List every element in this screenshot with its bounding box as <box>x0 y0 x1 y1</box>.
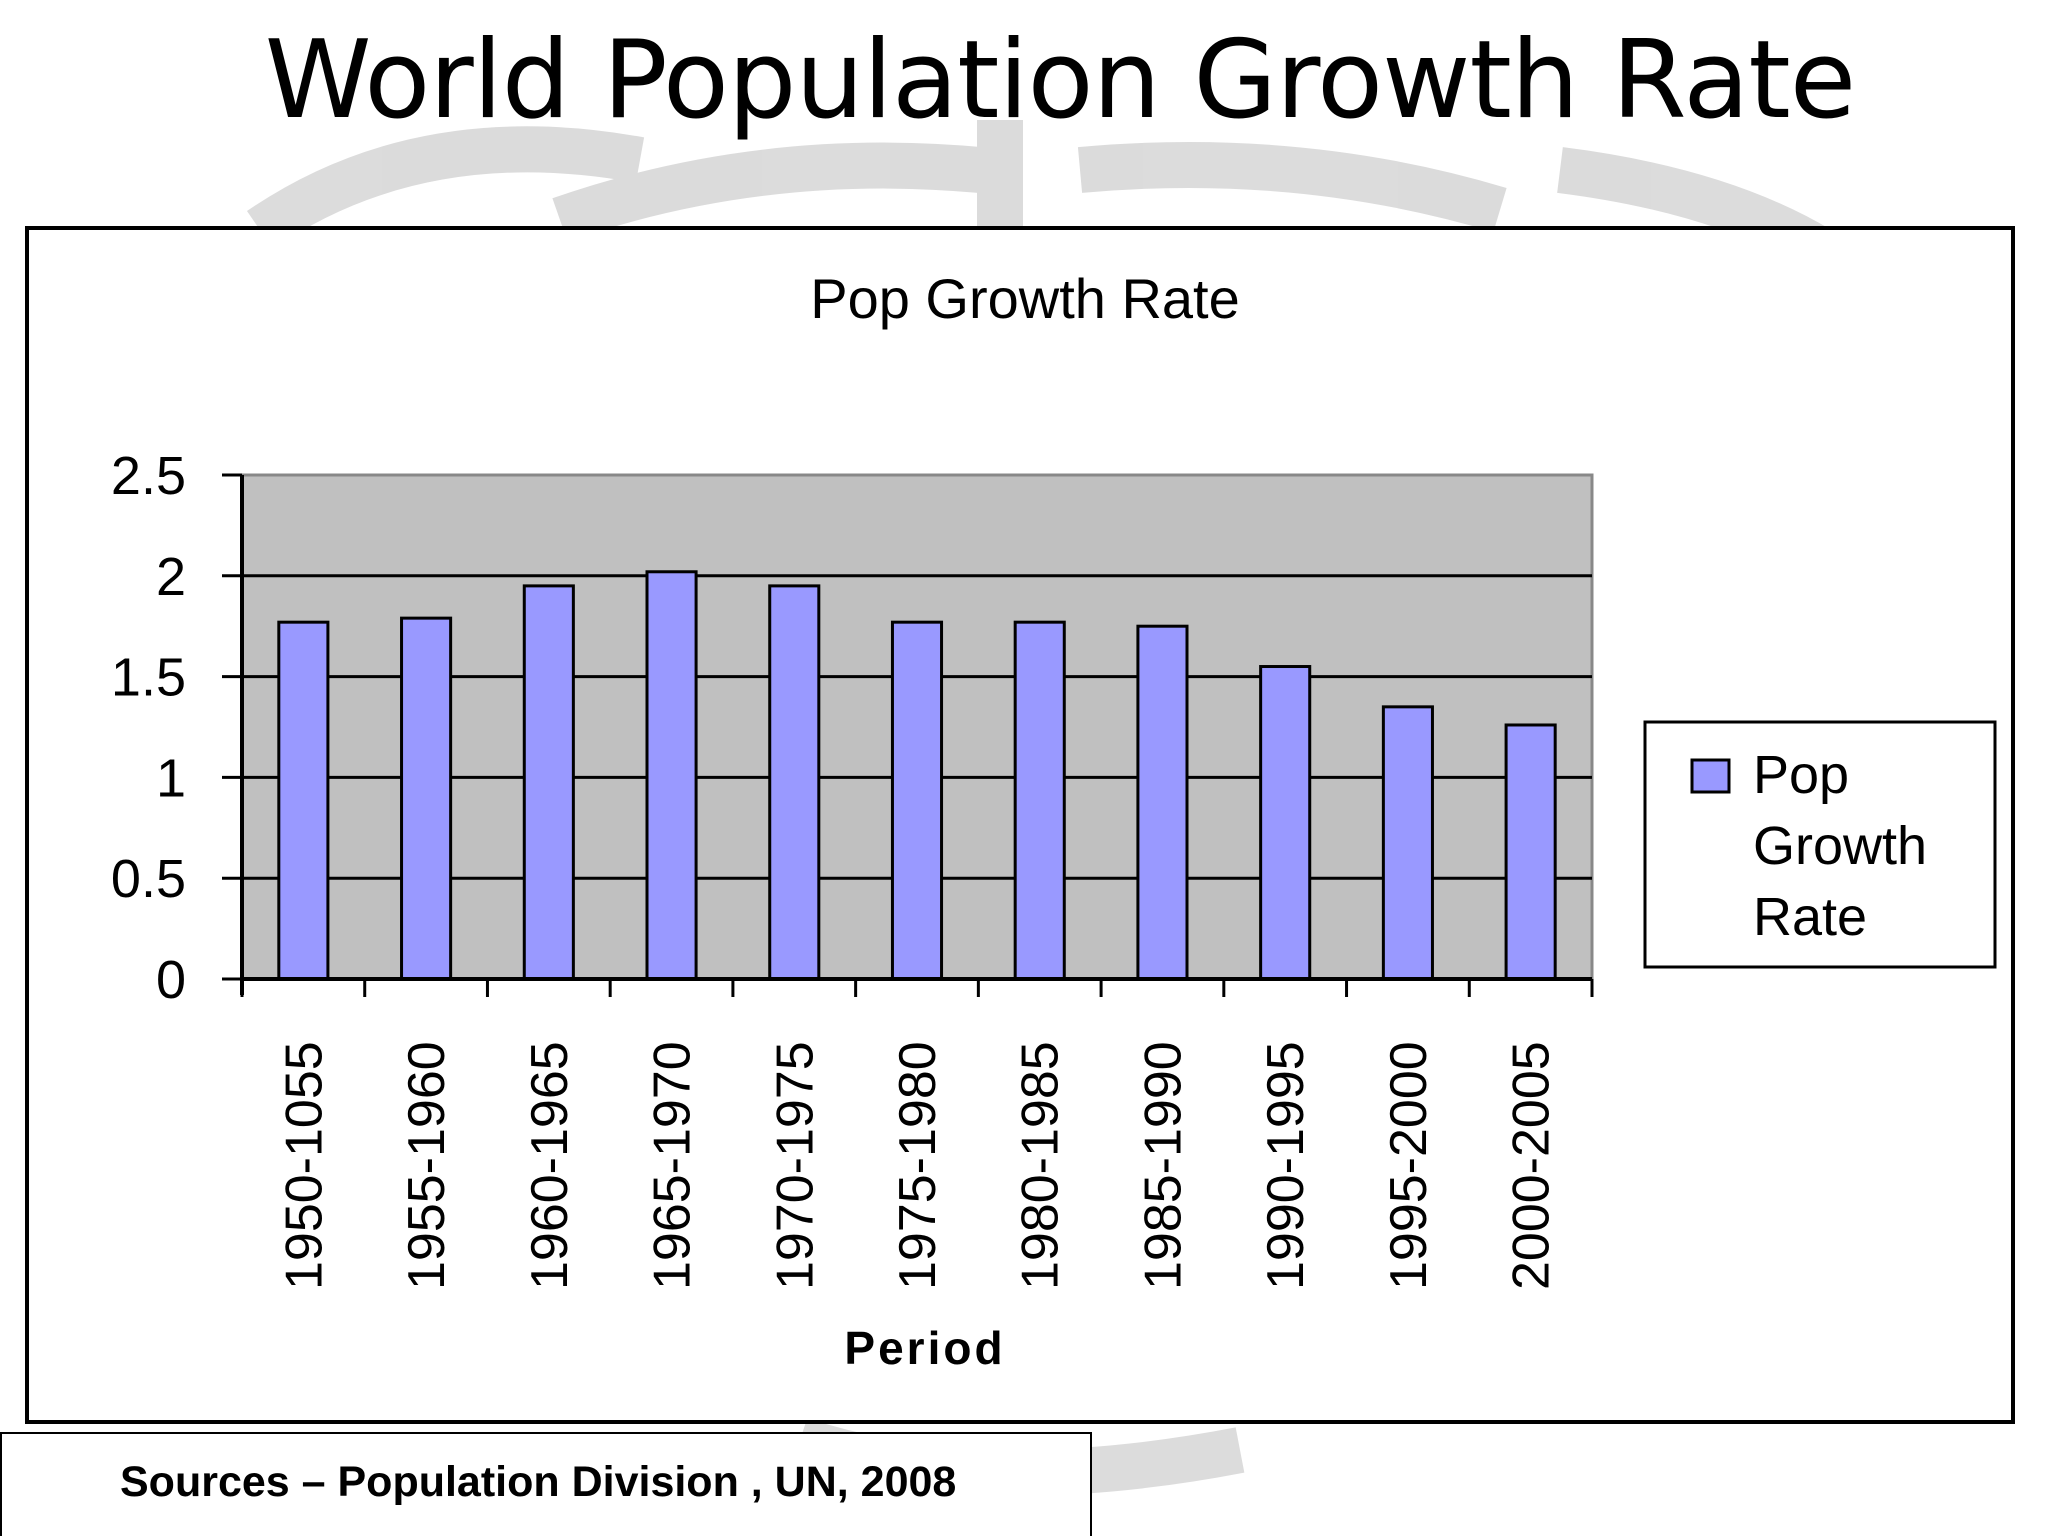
bar-1965-1970 <box>645 570 698 981</box>
bar-1980-1985 <box>1013 620 1066 981</box>
x-tick-label: 1985-1990 <box>1134 1041 1192 1290</box>
legend-label-line: Rate <box>1753 887 1867 947</box>
source-text: Sources – Population Division , UN, 2008 <box>120 1458 957 1506</box>
bar-1990-1995 <box>1259 665 1312 981</box>
x-axis-label: Period <box>844 1322 1005 1374</box>
x-tick-label: 1955-1960 <box>398 1041 456 1290</box>
legend-label: Pop Growth Rate <box>1753 745 1927 947</box>
x-tick-label: 1975-1980 <box>889 1041 947 1290</box>
x-tick-label: 1980-1985 <box>1012 1041 1070 1290</box>
chart-title: Pop Growth Rate <box>810 267 1240 330</box>
bar-1970-1975 <box>768 584 821 981</box>
x-tick-labels: 1950-1055 1955-1960 1960-1965 1965-1970 1970… <box>275 1041 1560 1290</box>
legend-label-line: Growth <box>1753 816 1927 876</box>
legend-label-line: Pop <box>1753 745 1849 805</box>
axes <box>222 473 1594 997</box>
x-tick-label: 1965-1970 <box>644 1041 702 1290</box>
y-tick-label: 1.5 <box>111 648 186 708</box>
x-tick-label: 1960-1965 <box>521 1041 579 1290</box>
legend-swatch <box>1690 758 1731 794</box>
y-tick-label: 1 <box>156 748 186 808</box>
x-tick-label: 1970-1975 <box>766 1041 824 1290</box>
bar-2000-2005 <box>1504 723 1557 981</box>
bar-1985-1990 <box>1136 624 1189 981</box>
y-tick-label: 0.5 <box>111 849 186 909</box>
bar-1955-1960 <box>400 616 453 981</box>
y-tick-label: 2.5 <box>111 446 186 506</box>
y-tick-label: 2 <box>156 547 186 607</box>
bar-1975-1980 <box>890 620 944 981</box>
x-tick-label: 1995-2000 <box>1380 1041 1438 1290</box>
y-tick-labels: 0 0.5 1 1.5 2 2.5 <box>111 446 186 1010</box>
x-tick-label: 2000-2005 <box>1503 1041 1561 1290</box>
bar-1950-1055 <box>277 620 330 981</box>
slide-title: World Population Growth Rate <box>264 18 1856 143</box>
source-box: Sources – Population Division , UN, 2008 <box>0 1432 1092 1536</box>
x-tick-label: 1950-1055 <box>275 1041 333 1290</box>
x-tick-label: 1990-1995 <box>1257 1041 1315 1290</box>
bar-1960-1965 <box>522 584 575 981</box>
y-tick-label: 0 <box>156 950 186 1010</box>
bar-1995-2000 <box>1381 705 1434 981</box>
legend: Pop Growth Rate <box>1643 720 1997 969</box>
